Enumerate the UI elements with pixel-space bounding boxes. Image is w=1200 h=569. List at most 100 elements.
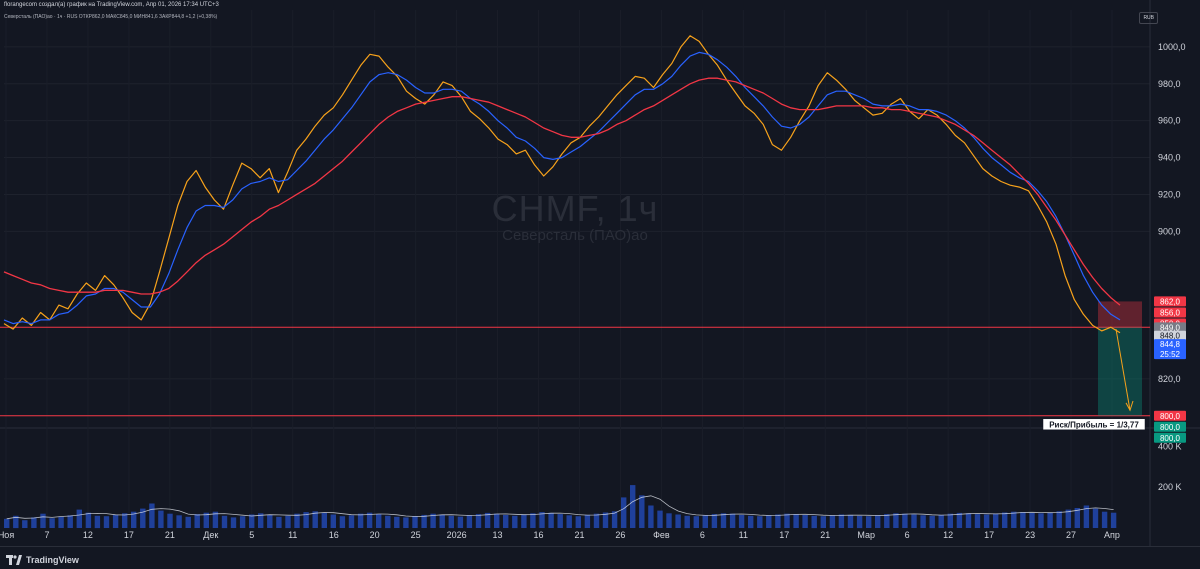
tradingview-logo[interactable]: TradingView (6, 555, 79, 565)
time-tick-label: 2026 (447, 530, 467, 540)
volume-bar (339, 516, 346, 528)
volume-bar (1056, 511, 1062, 528)
horizontal-levels (0, 326, 1150, 417)
volume-bar (884, 514, 890, 528)
volume-bar (611, 511, 618, 528)
time-tick-label: 6 (905, 530, 910, 540)
volume-bar (203, 512, 209, 528)
price-tick-label: 940,0 (1158, 153, 1181, 163)
volume-bar (893, 513, 899, 528)
volume-bar (974, 514, 981, 528)
volume-bar (512, 515, 518, 529)
volume-bar (702, 515, 708, 528)
time-tick-label: 13 (493, 530, 503, 540)
volume-bar (584, 514, 591, 528)
volume-tick-label: 200 K (1158, 482, 1182, 492)
volume-bar (1092, 508, 1099, 528)
watermark-ticker: CHMF, 1ч (491, 188, 659, 229)
volume-bar (993, 513, 999, 528)
volume-bar (13, 515, 19, 529)
volume-bar (394, 516, 400, 528)
time-tick-label: Мар (857, 530, 875, 540)
price-badge-label: 800,0 (1160, 412, 1181, 421)
volume-bar (748, 515, 754, 529)
volume-bar (947, 513, 953, 528)
volume-bar (757, 516, 763, 528)
symbol-legend[interactable]: Северсталь (ПАО)ао · 1ч · RUS ОТКР862,0 … (4, 14, 218, 20)
price-tick-label: 1000,0 (1158, 42, 1186, 52)
volume-bar (85, 512, 92, 528)
volume-bar (439, 514, 445, 528)
currency-badge[interactable]: RUB (1139, 12, 1158, 24)
volume-bar (729, 513, 736, 528)
volume-bar (575, 516, 581, 528)
volume-bar (76, 509, 82, 528)
time-tick-label: 11 (288, 530, 297, 540)
price-badge (1154, 307, 1186, 318)
volume-bar (693, 516, 699, 528)
risk-reward-box (1042, 418, 1146, 431)
volume-bar (503, 514, 509, 528)
volume-bar (929, 515, 935, 529)
price-tick-label: 980,0 (1158, 79, 1181, 89)
volume-bar (457, 516, 464, 528)
volume-bar (249, 514, 255, 528)
volume-bar (684, 515, 690, 529)
volume-bar (666, 513, 672, 528)
price-badge (1154, 339, 1186, 360)
volume-bar (784, 513, 790, 528)
volume-bar (158, 510, 164, 528)
volume-bar (357, 513, 364, 528)
volume-bar (1011, 511, 1017, 528)
time-tick-label: Ноя (0, 530, 14, 540)
time-tick-label: 16 (329, 530, 339, 540)
volume-bar (1110, 512, 1117, 528)
volume-bar (49, 518, 55, 528)
volume-bar (539, 512, 545, 528)
risk-reward-label: Риск/Прибыль = 1/3,77 (1049, 420, 1139, 429)
volume-bar (94, 515, 101, 529)
volume-bar (938, 514, 944, 528)
volume-bar (466, 515, 473, 528)
time-tick-label: 7 (44, 530, 49, 540)
price-badge-label: 849,0 (1160, 323, 1181, 332)
time-tick-label: 6 (700, 530, 705, 540)
volume-bar (956, 512, 963, 528)
volume-bar (131, 511, 137, 528)
price-badge (1154, 432, 1186, 443)
volume-tick-label: 400 K (1158, 441, 1182, 451)
volume-ma (6, 495, 1114, 520)
volume-bar (1002, 512, 1008, 528)
volume-bar (566, 515, 572, 528)
price-badge-label: 844,8 (1160, 340, 1181, 349)
volume-bar (1065, 509, 1071, 528)
volume-bar (829, 515, 836, 528)
price-badge (1154, 322, 1186, 333)
volume-bar (593, 513, 600, 528)
time-tick-label: Апр (1104, 530, 1120, 540)
volume-bar (385, 515, 391, 529)
volume-bar (902, 513, 908, 528)
volume-bar (31, 517, 37, 528)
time-tick-label: 12 (943, 530, 953, 540)
volume-bar (312, 511, 318, 528)
time-tick-label: 21 (574, 530, 584, 540)
time-tick-label: 23 (1025, 530, 1035, 540)
time-tick-label: 26 (615, 530, 625, 540)
volume-bar (475, 514, 482, 528)
ema-slow-line (3, 77, 1121, 306)
time-tick-label: 17 (984, 530, 994, 540)
volume-bar (212, 511, 219, 528)
price-tick-label: 820,0 (1158, 374, 1181, 384)
volume-bar (366, 512, 373, 528)
volume-bar (258, 513, 264, 528)
price-badge (1154, 421, 1186, 432)
ema-fast-line (3, 35, 1121, 334)
short-position-tool: Риск/Прибыль = 1/3,77 (1042, 301, 1146, 431)
volume-bar (530, 513, 536, 528)
volume-bar (239, 516, 246, 528)
price-badges: 862,0856,0850,0849,0848,0844,825:52800,0… (1154, 296, 1186, 443)
volume-bar (875, 515, 881, 528)
volume-bar (40, 513, 46, 528)
